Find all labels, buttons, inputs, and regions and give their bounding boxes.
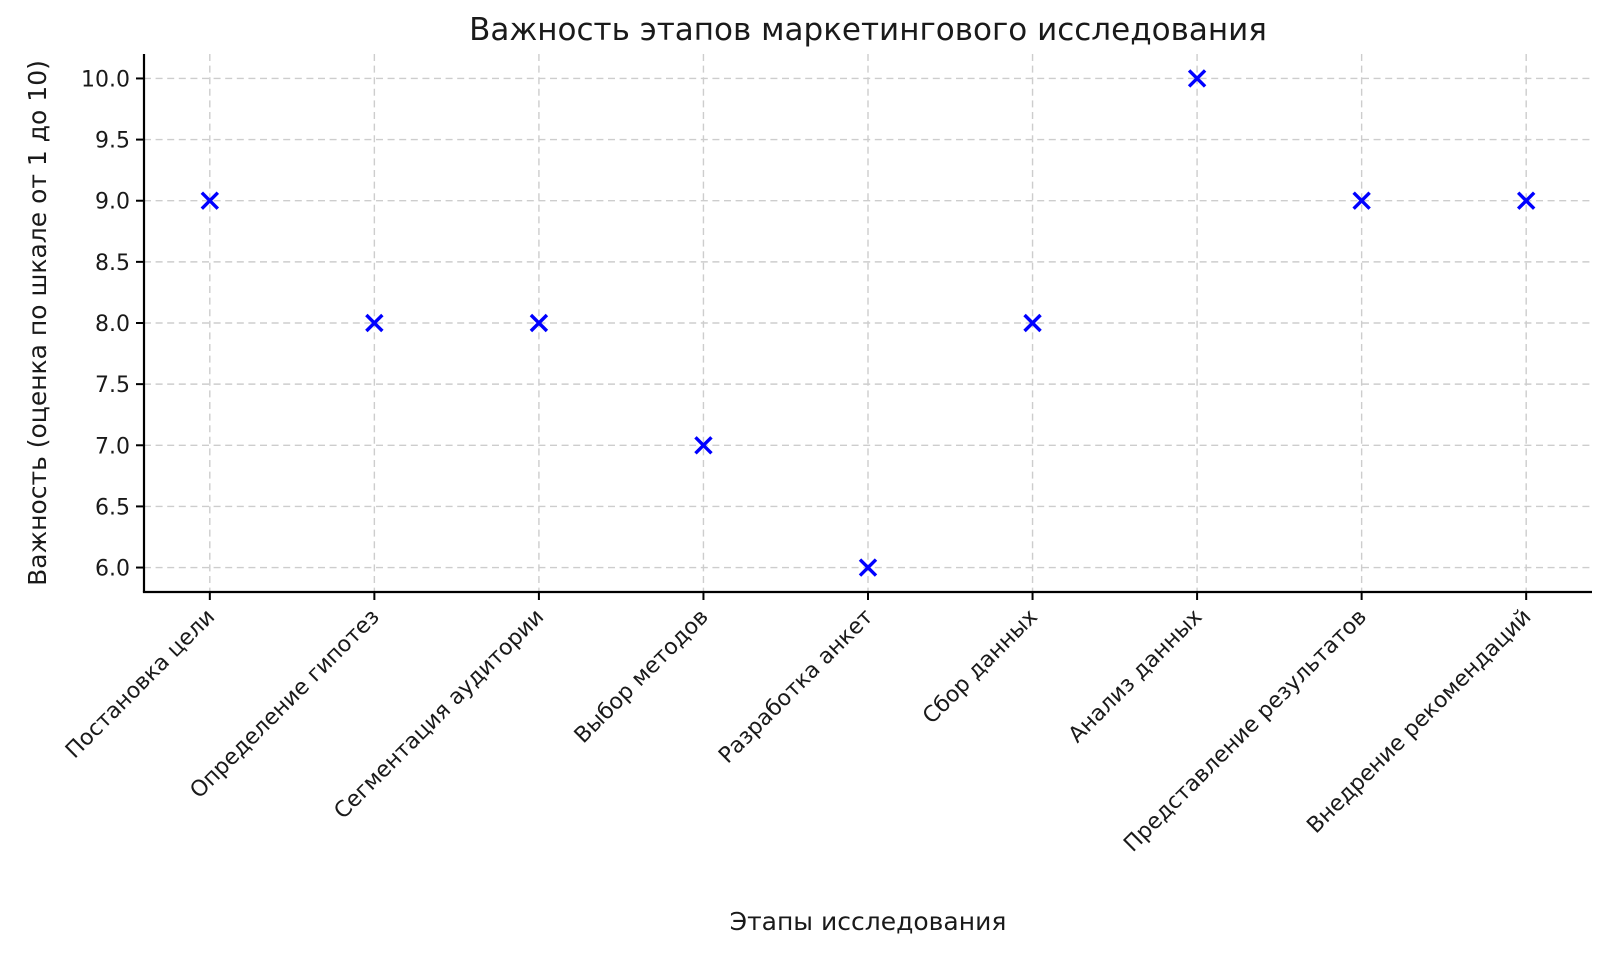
y-tick-label: 7.5 (95, 373, 130, 398)
x-marker-data-point (529, 313, 549, 333)
y-axis-label: Важность (оценка по шкале от 1 до 10) (23, 60, 52, 586)
y-tick-label: 7.0 (95, 434, 130, 459)
x-marker-data-point (200, 191, 220, 210)
x-tick-label: Постановка цели (61, 605, 220, 764)
x-marker-data-point (1352, 191, 1371, 210)
y-tick-label: 6.0 (95, 557, 130, 582)
y-tick-label: 8.0 (95, 312, 130, 337)
y-tick-label: 9.5 (95, 129, 130, 154)
marker-layer (200, 69, 1536, 577)
x-marker-data-point (694, 436, 713, 455)
x-marker-data-point (1516, 191, 1536, 210)
grid-layer (144, 54, 1592, 592)
x-tick-label: Анализ данных (1064, 605, 1207, 748)
y-tick-label: 6.5 (95, 495, 130, 520)
y-tick-label: 9.0 (95, 190, 130, 215)
tick-layer: 6.0 6.5 7.0 7.5 8.0 8.5 9.0 9.5 10.0 Постановка ц… (61, 67, 1536, 857)
x-marker-data-point (858, 558, 878, 577)
x-tick-label: Разработка анкет (714, 604, 878, 768)
y-tick-label: 10.0 (81, 67, 130, 92)
x-marker-data-point (365, 313, 384, 333)
x-marker-data-point (1187, 69, 1207, 88)
y-tick-label: 8.5 (95, 251, 130, 276)
chart-title: Важность этапов маркетингового исследова… (469, 12, 1267, 48)
x-tick-label: Определение гипотез (186, 605, 385, 804)
x-axis-label: Этапы исследования (730, 907, 1007, 936)
x-tick-label: Выбор методов (570, 605, 714, 749)
x-tick-label: Сбор данных (918, 605, 1043, 730)
x-marker-data-point (1023, 313, 1042, 333)
